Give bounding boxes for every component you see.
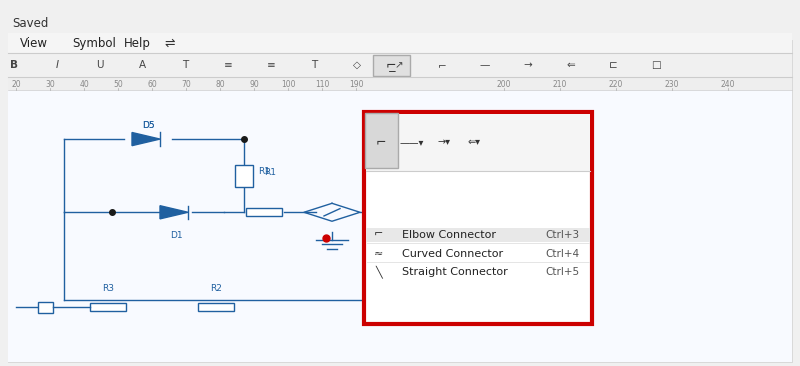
Text: 200: 200 — [497, 80, 511, 89]
Text: 230: 230 — [665, 80, 679, 89]
Text: T: T — [310, 60, 317, 70]
Text: Ctrl+3: Ctrl+3 — [546, 230, 580, 240]
Text: ⊏: ⊏ — [609, 60, 618, 70]
Text: U: U — [96, 60, 104, 70]
Text: 80: 80 — [215, 80, 225, 89]
Text: R1: R1 — [264, 168, 276, 176]
Text: 30: 30 — [45, 80, 55, 89]
Bar — [90, 303, 126, 311]
Polygon shape — [160, 206, 188, 219]
Text: Ctrl+5: Ctrl+5 — [546, 267, 580, 277]
Bar — [8, 33, 792, 53]
Text: ⌐▾: ⌐▾ — [374, 137, 386, 147]
Text: 190: 190 — [349, 80, 363, 89]
Text: ⌐: ⌐ — [438, 60, 446, 70]
Text: ⌐: ⌐ — [375, 135, 386, 148]
Text: 60: 60 — [147, 80, 157, 89]
Text: R2: R2 — [210, 284, 222, 293]
Text: Saved: Saved — [12, 17, 48, 30]
FancyBboxPatch shape — [373, 55, 410, 76]
Text: A: A — [139, 60, 146, 70]
Text: D5: D5 — [142, 121, 154, 130]
FancyBboxPatch shape — [364, 112, 592, 324]
Text: 210: 210 — [553, 80, 567, 89]
Text: T: T — [182, 60, 189, 70]
Text: Help: Help — [124, 37, 151, 50]
Text: ⇐▾: ⇐▾ — [467, 137, 480, 147]
Text: ⌐̲: ⌐̲ — [386, 59, 397, 72]
Text: 240: 240 — [721, 80, 735, 89]
FancyBboxPatch shape — [365, 113, 398, 168]
Text: □: □ — [651, 60, 661, 70]
Bar — [246, 208, 282, 216]
Text: →▾: →▾ — [438, 137, 450, 147]
Text: 20: 20 — [11, 80, 21, 89]
Text: →: → — [523, 60, 532, 70]
Bar — [198, 303, 234, 311]
Bar — [8, 90, 792, 362]
Text: R3: R3 — [102, 284, 114, 293]
Text: C1: C1 — [476, 232, 488, 240]
Text: ⇌: ⇌ — [164, 37, 174, 50]
Bar — [38, 302, 53, 313]
Text: ⌐: ⌐ — [374, 230, 383, 240]
Text: Curved Connector: Curved Connector — [402, 249, 503, 259]
Text: ≡: ≡ — [224, 60, 233, 70]
Polygon shape — [132, 132, 160, 146]
Text: —: — — [480, 60, 490, 70]
Bar — [235, 165, 253, 187]
Text: ≡: ≡ — [266, 60, 275, 70]
Text: View: View — [20, 37, 48, 50]
Text: Ctrl+4: Ctrl+4 — [546, 249, 580, 259]
Text: ↗: ↗ — [395, 60, 404, 70]
Text: 40: 40 — [79, 80, 89, 89]
Bar — [8, 53, 792, 77]
Text: R1: R1 — [258, 167, 270, 176]
Text: Elbow Connector: Elbow Connector — [402, 230, 496, 240]
Text: 70: 70 — [181, 80, 191, 89]
Bar — [366, 228, 590, 242]
Text: ◇: ◇ — [353, 60, 361, 70]
Text: ≈: ≈ — [374, 249, 383, 259]
Text: 110: 110 — [315, 80, 329, 89]
Bar — [366, 114, 590, 171]
Text: 90: 90 — [249, 80, 259, 89]
FancyBboxPatch shape — [8, 40, 792, 362]
Text: Symbol: Symbol — [72, 37, 116, 50]
Text: I: I — [56, 60, 58, 70]
Text: ——▾: ——▾ — [400, 137, 424, 147]
Text: ⇐: ⇐ — [566, 60, 575, 70]
Bar — [8, 77, 792, 90]
Text: Straight Connector: Straight Connector — [402, 267, 508, 277]
Text: D1: D1 — [170, 231, 182, 240]
Text: D5: D5 — [142, 121, 154, 130]
Text: 100: 100 — [281, 80, 295, 89]
Text: ╲: ╲ — [375, 265, 382, 279]
Text: B: B — [10, 60, 18, 70]
Text: 220: 220 — [609, 80, 623, 89]
Text: 50: 50 — [113, 80, 123, 89]
